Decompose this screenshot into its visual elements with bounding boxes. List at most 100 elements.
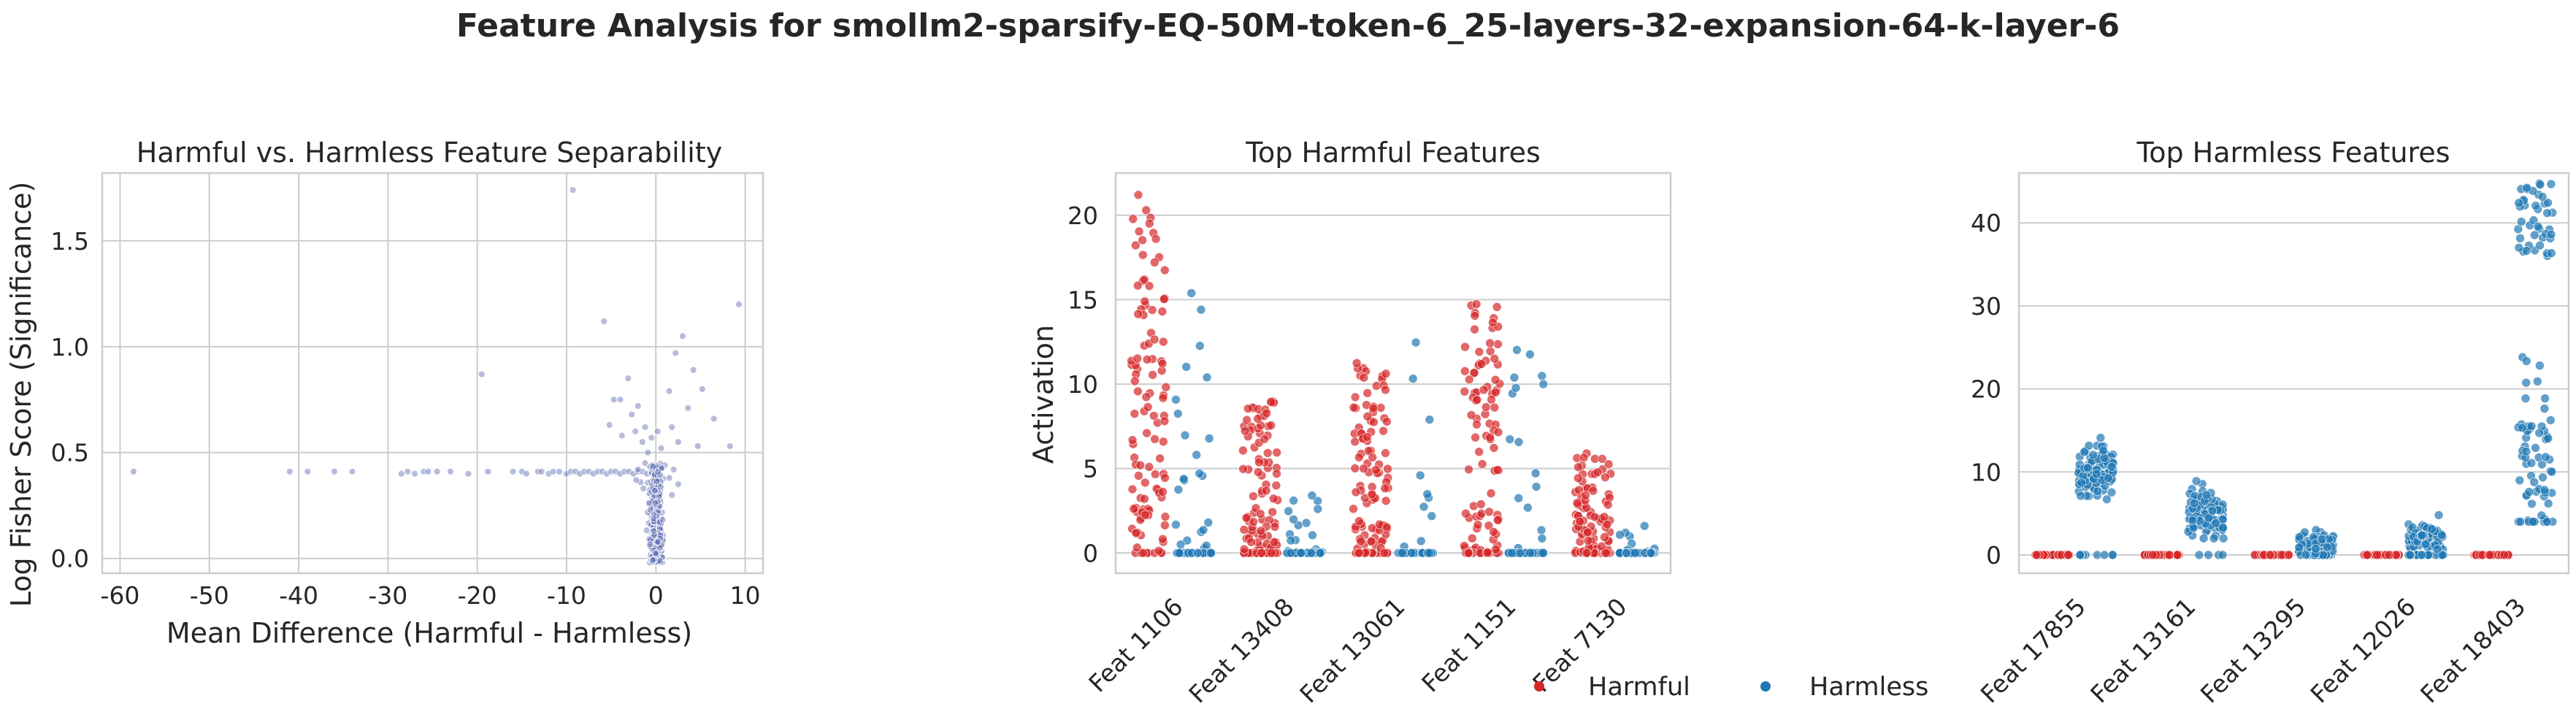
sep-point-20 — [549, 467, 557, 475]
sep-frame — [101, 172, 764, 575]
sep-point-470 — [659, 516, 667, 524]
sep-ytick-2: 1.0 — [51, 333, 89, 361]
sep-point-69 — [726, 443, 734, 450]
harmful-point-s0-c3-51 — [1470, 311, 1480, 321]
harmful-point-s0-c4-76 — [1583, 527, 1592, 537]
sep-point-49 — [624, 375, 632, 383]
legend: Harmful Harmless — [1534, 673, 1928, 702]
harmful-point-s1-c1-50 — [1301, 518, 1311, 528]
harmless-point-s1-c4-55 — [2524, 487, 2534, 497]
harmless-point-s1-c3-102 — [2437, 530, 2447, 540]
harmful-point-s0-c2-59 — [1359, 372, 1369, 383]
harmful-point-s1-c4-98 — [1615, 530, 1625, 540]
harmful-point-s0-c2-29 — [1383, 464, 1392, 474]
harmless-point-s1-c1-107 — [2189, 498, 2199, 508]
sep-point-498 — [651, 486, 659, 494]
harmful-point-s0-c3-101 — [1490, 388, 1500, 397]
harmless-point-s1-c0-102 — [2077, 478, 2087, 488]
harmful-point-s0-c0-59 — [1144, 462, 1154, 472]
harmful-point-s0-c3-32 — [1467, 533, 1477, 543]
harmful-point-s1-c0-9 — [1180, 430, 1190, 440]
harmless-point-s1-c4-6 — [2539, 404, 2550, 413]
sep-point-492 — [650, 527, 657, 535]
harmful-point-s0-c0-19 — [1134, 471, 1143, 480]
harmful-point-s0-c3-90 — [1463, 548, 1473, 558]
harmful-point-s1-c1-20 — [1307, 491, 1317, 500]
harmful-point-s0-c3-53 — [1476, 499, 1486, 509]
sep-point-12 — [464, 470, 472, 478]
harmful-point-s0-c2-93 — [1366, 537, 1376, 546]
harmful-point-s0-c0-44 — [1138, 250, 1148, 260]
harmful-point-s1-c1-85 — [1308, 530, 1317, 540]
harmful-point-s0-c1-99 — [1267, 548, 1276, 558]
sep-point-483 — [649, 485, 656, 492]
harmful-point-s1-c0-25 — [1204, 434, 1214, 443]
figure-title: Feature Analysis for smollm2-sparsify-EQ… — [456, 7, 2120, 45]
sep-point-43 — [478, 370, 486, 378]
sep-xtick-0: -60 — [101, 581, 140, 610]
harmful-point-s0-c0-98 — [1127, 484, 1138, 494]
harmless-point-s0-c3-109 — [2372, 550, 2383, 560]
harmful-point-s1-c3-14 — [1537, 371, 1547, 381]
harmless-point-s0-c4-106 — [2485, 550, 2495, 560]
harmless-point-s1-c4-99 — [2522, 183, 2531, 193]
sep-point-64 — [684, 404, 692, 412]
harmless-ytick-4: 40 — [1971, 209, 2001, 237]
harmful-point-s0-c0-13 — [1155, 453, 1165, 464]
harmless-point-s1-c3-106 — [2417, 550, 2427, 560]
sep-point-442 — [653, 478, 661, 486]
sep-point-447 — [656, 531, 664, 539]
harmful-point-s0-c4-101 — [1573, 473, 1583, 483]
harmful-point-s0-c4-82 — [1573, 462, 1583, 472]
harmful-point-s1-c0-91 — [1181, 362, 1192, 372]
sep-point-452 — [650, 518, 658, 525]
harmless-point-s1-c1-101 — [2207, 506, 2217, 516]
sep-point-25 — [576, 470, 584, 478]
sep-point-5 — [397, 470, 405, 478]
sep-point-491 — [649, 463, 657, 470]
harmless-point-s1-c4-105 — [2528, 517, 2538, 526]
harmful-point-s0-c0-100 — [1159, 265, 1170, 275]
harmful-point-s1-c2-63 — [1408, 374, 1418, 383]
harmless-ytick-1: 10 — [1971, 458, 2001, 486]
harmful-point-s0-c3-91 — [1479, 385, 1489, 395]
harmful-point-s0-c2-100 — [1356, 537, 1366, 546]
sep-point-60 — [668, 424, 676, 431]
harmful-point-s0-c3-76 — [1493, 427, 1503, 437]
harmless-point-s1-c0-38 — [2108, 550, 2117, 560]
sep-xtick-2: -40 — [279, 581, 318, 610]
harmful-point-s0-c0-99 — [1135, 460, 1146, 470]
harmful-point-s0-c1-88 — [1272, 469, 1281, 479]
harmful-point-s1-c0-60 — [1171, 520, 1181, 529]
harmful-ytick-1: 5 — [1083, 455, 1098, 483]
harmful-point-s0-c0-25 — [1150, 434, 1159, 444]
harmful-point-s0-c0-17 — [1144, 218, 1154, 229]
harmful-point-s0-c3-57 — [1490, 402, 1500, 413]
harmless-point-s1-c4-107 — [2535, 240, 2545, 250]
harmful-point-s1-c0-108 — [1198, 525, 1208, 535]
harmful-point-s0-c1-79 — [1239, 525, 1249, 535]
harmful-point-s0-c0-42 — [1149, 411, 1159, 421]
harmless-point-s0-c0-107 — [2031, 550, 2042, 560]
harmful-point-s0-c1-21 — [1268, 507, 1277, 517]
harmful-point-s0-c2-108 — [1362, 432, 1372, 442]
harmful-point-s0-c3-108 — [1485, 338, 1495, 348]
sep-point-57 — [653, 427, 662, 435]
legend-marker-harmful — [1534, 681, 1544, 692]
harmful-point-s1-c1-97 — [1315, 548, 1325, 558]
harmful-point-s0-c0-53 — [1161, 382, 1171, 392]
harmful-point-s1-c2-81 — [1422, 489, 1433, 499]
harmful-point-s0-c3-99 — [1472, 420, 1481, 429]
harmful-point-s0-c3-49 — [1469, 368, 1479, 378]
harmless-point-s1-c1-102 — [2211, 518, 2221, 528]
harmless-point-s1-c4-102 — [2515, 517, 2526, 526]
harmful-ytick-2: 10 — [1067, 370, 1098, 399]
harmful-point-s0-c2-8 — [1350, 464, 1360, 473]
harmful-xtick-1: Feat 13408 — [1183, 592, 1299, 708]
harmless-point-s1-c4-54 — [2546, 179, 2556, 189]
harmless-point-s1-c4-19 — [2543, 499, 2553, 508]
harmful-point-s0-c2-106 — [1352, 358, 1362, 368]
harmless-point-s1-c4-61 — [2537, 510, 2547, 521]
harmful-point-s0-c1-49 — [1262, 448, 1273, 458]
harmless-point-s1-c3-108 — [2417, 530, 2427, 540]
